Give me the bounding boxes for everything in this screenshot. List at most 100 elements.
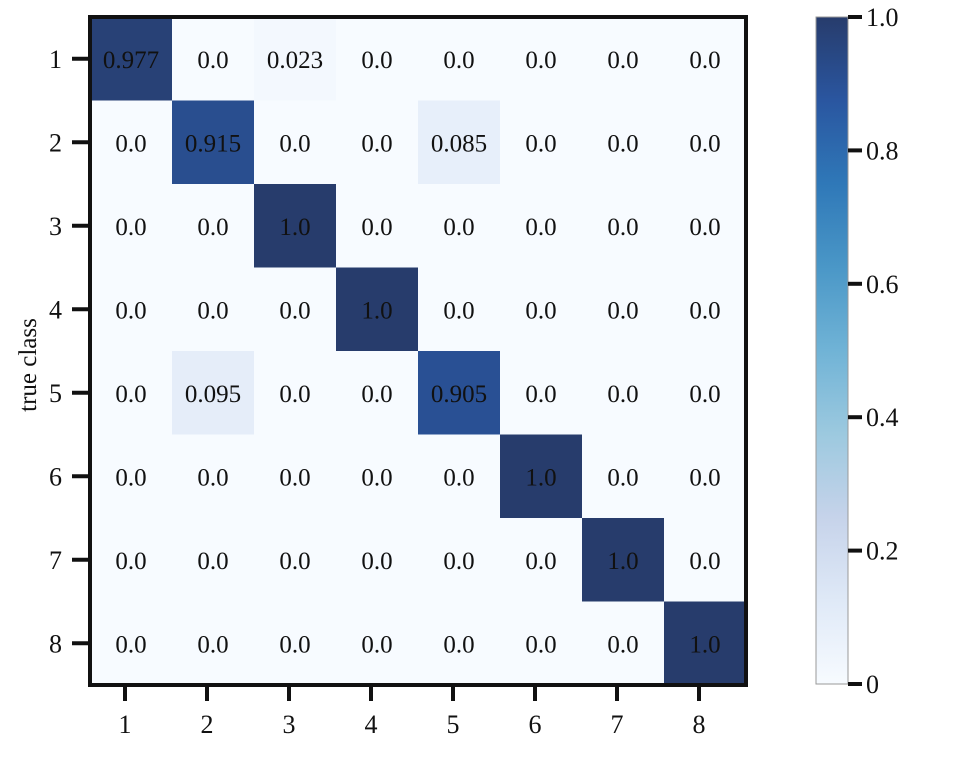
- heatmap-cell-r2-c2: [172, 100, 255, 185]
- heatmap-cell-r6-c2: [172, 434, 255, 519]
- cell-value-label-r1-c4: 0.0: [361, 47, 392, 74]
- cell-value-label-r6-c6: 1.0: [525, 464, 556, 491]
- cell-value-label-r7-c1: 0.0: [115, 548, 146, 575]
- cell-value-label-r2-c7: 0.0: [607, 130, 638, 157]
- heatmap-cell-r4-c7: [582, 267, 665, 352]
- y-tick-label-5: 5: [49, 379, 62, 408]
- cell-value-label-r8-c4: 0.0: [361, 631, 392, 658]
- heatmap-cell-r5-c7: [582, 351, 665, 436]
- cell-value-label-r5-c6: 0.0: [525, 381, 556, 408]
- cell-value-label-r4-c7: 0.0: [607, 297, 638, 324]
- heatmap-cell-r2-c8: [664, 100, 747, 185]
- heatmap-cell-r3-c8: [664, 184, 747, 269]
- cell-value-label-r3-c1: 0.0: [115, 214, 146, 241]
- heatmap-cell-r2-c5: [418, 100, 501, 185]
- heatmap-cell-r7-c4: [336, 518, 419, 603]
- cell-value-label-r5-c7: 0.0: [607, 381, 638, 408]
- cell-value-label-r8-c7: 0.0: [607, 631, 638, 658]
- heatmap-cell-r8-c7: [582, 601, 665, 686]
- cell-value-label-r6-c8: 0.0: [689, 464, 720, 491]
- heatmap-cell-r7-c2: [172, 518, 255, 603]
- heatmap-cell-r4-c4: [336, 267, 419, 352]
- heatmap-cell-r4-c8: [664, 267, 747, 352]
- y-tick-label-8: 8: [49, 629, 62, 658]
- heatmap-cell-r6-c1: [90, 434, 173, 519]
- cell-value-label-r6-c4: 0.0: [361, 464, 392, 491]
- colorbar-tick-label-0: 0: [866, 670, 879, 699]
- colorbar-tick-label-3: 0.6: [866, 270, 899, 299]
- colorbar: 0 0.2 0.4 0.6 0.8 1.0: [815, 3, 899, 699]
- y-tick-label-3: 3: [49, 212, 62, 241]
- cell-value-label-r7-c6: 0.0: [525, 548, 556, 575]
- heatmap-cell-r1-c7: [582, 17, 665, 102]
- heatmap-cell-r5-c8: [664, 351, 747, 436]
- heatmap-cell-r1-c3: [254, 17, 337, 102]
- heatmap-cell-r6-c7: [582, 434, 665, 519]
- colorbar-gradient-bar: [815, 16, 849, 685]
- cell-value-label-r7-c3: 0.0: [279, 548, 310, 575]
- cell-value-label-r8-c3: 0.0: [279, 631, 310, 658]
- cell-value-label-r2-c4: 0.0: [361, 130, 392, 157]
- heatmap-cell-r7-c3: [254, 518, 337, 603]
- cell-value-label-r6-c1: 0.0: [115, 464, 146, 491]
- heatmap-cell-r5-c3: [254, 351, 337, 436]
- heatmap-cell-r3-c6: [500, 184, 583, 269]
- colorbar-tick-label-5: 1.0: [866, 3, 899, 32]
- cell-value-label-r1-c5: 0.0: [443, 47, 474, 74]
- x-tick-label-6: 6: [529, 710, 542, 739]
- heatmap-cell-r8-c2: [172, 601, 255, 686]
- cell-value-label-r1-c6: 0.0: [525, 47, 556, 74]
- heatmap-cell-r8-c3: [254, 601, 337, 686]
- cell-value-label-r5-c4: 0.0: [361, 381, 392, 408]
- heatmap-cell-r2-c7: [582, 100, 665, 185]
- heatmap-cell-r3-c2: [172, 184, 255, 269]
- heatmap-cell-r6-c8: [664, 434, 747, 519]
- cell-value-label-r3-c8: 0.0: [689, 214, 720, 241]
- cell-value-label-r6-c5: 0.0: [443, 464, 474, 491]
- colorbar-tick-label-2: 0.4: [866, 403, 899, 432]
- cell-value-label-r4-c1: 0.0: [115, 297, 146, 324]
- cell-value-label-r4-c4: 1.0: [361, 297, 392, 324]
- heatmap-cell-r4-c1: [90, 267, 173, 352]
- colorbar-tick-label-4: 0.8: [866, 136, 899, 165]
- cell-value-label-r8-c1: 0.0: [115, 631, 146, 658]
- heatmap-cell-r7-c5: [418, 518, 501, 603]
- y-tick-label-7: 7: [49, 546, 62, 575]
- heatmap-cell-r7-c1: [90, 518, 173, 603]
- y-tick-label-6: 6: [49, 462, 62, 491]
- heatmap-cell-r1-c6: [500, 17, 583, 102]
- heatmap-cell-r7-c8: [664, 518, 747, 603]
- cell-value-label-r2-c2: 0.915: [185, 130, 241, 157]
- heatmap-cell-r5-c5: [418, 351, 501, 436]
- plot-frame: [88, 15, 748, 687]
- heatmap-cell-r4-c6: [500, 267, 583, 352]
- cell-value-label-r5-c5: 0.905: [431, 381, 487, 408]
- cell-value-label-r5-c1: 0.0: [115, 381, 146, 408]
- heatmap-cell-r1-c8: [664, 17, 747, 102]
- cell-value-label-r3-c2: 0.0: [197, 214, 228, 241]
- cell-value-label-r3-c4: 0.0: [361, 214, 392, 241]
- heatmap-cell-r5-c1: [90, 351, 173, 436]
- cell-value-label-r2-c5: 0.085: [431, 130, 487, 157]
- heatmap-cell-r7-c6: [500, 518, 583, 603]
- cell-value-label-r5-c8: 0.0: [689, 381, 720, 408]
- cell-value-label-r2-c6: 0.0: [525, 130, 556, 157]
- cell-value-label-r3-c7: 0.0: [607, 214, 638, 241]
- heatmap-cell-r6-c3: [254, 434, 337, 519]
- heatmap-cell-r4-c3: [254, 267, 337, 352]
- cell-value-label-r3-c6: 0.0: [525, 214, 556, 241]
- x-tick-label-2: 2: [201, 710, 214, 739]
- cell-value-label-r4-c2: 0.0: [197, 297, 228, 324]
- heatmap-cell-r3-c7: [582, 184, 665, 269]
- cell-value-label-r7-c8: 0.0: [689, 548, 720, 575]
- heatmap-cell-r1-c2: [172, 17, 255, 102]
- colorbar-tick-label-1: 0.2: [866, 537, 899, 566]
- cell-value-label-r7-c7: 1.0: [607, 548, 638, 575]
- cell-value-label-r6-c3: 0.0: [279, 464, 310, 491]
- cell-value-label-r2-c3: 0.0: [279, 130, 310, 157]
- cell-value-label-r3-c3: 1.0: [279, 214, 310, 241]
- cell-value-label-r4-c8: 0.0: [689, 297, 720, 324]
- cell-value-label-r8-c5: 0.0: [443, 631, 474, 658]
- cell-value-label-r8-c2: 0.0: [197, 631, 228, 658]
